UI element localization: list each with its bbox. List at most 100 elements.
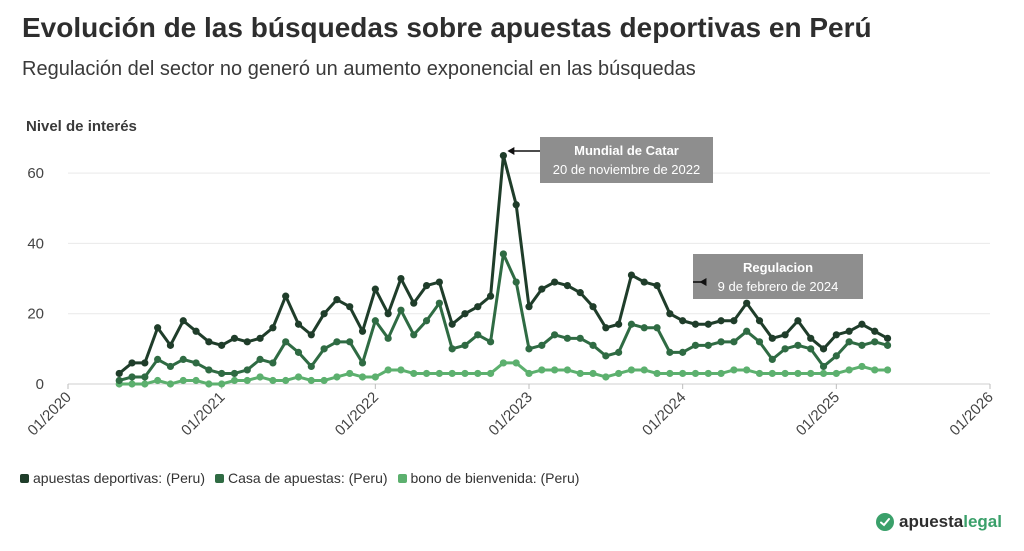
data-point-3: [730, 366, 738, 374]
data-point-2: [819, 362, 828, 371]
data-point-3: [397, 366, 405, 374]
data-point-3: [128, 380, 136, 388]
data-point-1: [563, 282, 572, 290]
data-point-3: [474, 369, 482, 378]
legend-label-3: bono de bienvenida: (Peru): [410, 470, 580, 486]
data-point-2: [551, 331, 559, 339]
data-point-3: [384, 366, 392, 374]
data-point-2: [717, 338, 725, 346]
data-point-1: [166, 341, 175, 349]
data-point-2: [781, 345, 789, 353]
data-point-2: [486, 338, 495, 346]
data-point-2: [154, 355, 162, 363]
data-point-3: [858, 362, 866, 371]
y-tick-label: 60: [27, 165, 44, 182]
data-point-2: [576, 334, 584, 342]
data-point-3: [294, 373, 303, 381]
data-point-1: [551, 278, 559, 286]
data-point-3: [871, 366, 879, 374]
data-point-2: [346, 338, 354, 346]
data-point-1: [602, 324, 610, 332]
x-tick-label: 01/2022: [332, 389, 382, 439]
data-point-3: [704, 369, 712, 378]
data-point-3: [832, 369, 840, 378]
annotation-box-2: [693, 254, 863, 299]
annotation-title-2: Regulacion: [743, 260, 813, 275]
legend: apuestas deportivas: (Peru) Casa de apue…: [20, 470, 579, 486]
data-point-1: [704, 320, 712, 328]
data-point-2: [730, 338, 738, 346]
data-point-2: [256, 355, 264, 363]
data-point-1: [358, 327, 367, 335]
data-point-2: [832, 352, 840, 360]
data-point-1: [307, 331, 315, 339]
data-point-3: [666, 369, 674, 378]
data-point-2: [397, 306, 405, 314]
data-point-1: [128, 359, 136, 367]
data-point-2: [858, 341, 866, 349]
data-point-3: [256, 373, 264, 381]
brand-name-part1: apuesta: [899, 512, 964, 531]
data-point-2: [845, 338, 853, 346]
data-point-1: [794, 317, 802, 325]
data-point-1: [627, 271, 636, 279]
data-point-1: [461, 310, 469, 318]
data-point-3: [179, 376, 187, 385]
data-point-2: [768, 355, 776, 363]
data-point-2: [474, 331, 482, 339]
data-point-3: [269, 376, 277, 385]
x-tick-label: 01/2025: [793, 389, 843, 439]
data-point-1: [154, 324, 162, 332]
data-point-2: [410, 331, 418, 339]
data-point-3: [461, 369, 469, 378]
data-point-2: [563, 334, 572, 342]
data-point-3: [615, 369, 623, 378]
x-tick-label: 01/2021: [178, 389, 228, 439]
data-point-3: [807, 369, 815, 378]
data-point-3: [794, 369, 802, 378]
data-point-2: [615, 348, 623, 356]
data-point-1: [576, 289, 584, 297]
y-tick-label: 40: [27, 235, 44, 252]
data-point-2: [679, 348, 687, 356]
data-point-2: [691, 341, 700, 349]
data-point-3: [448, 369, 456, 378]
data-point-1: [141, 359, 149, 367]
data-point-3: [691, 369, 700, 378]
data-point-3: [192, 376, 200, 385]
brand-name-part2: legal: [963, 512, 1002, 531]
y-tick-label: 20: [27, 306, 44, 323]
data-point-3: [589, 369, 597, 378]
data-point-3: [653, 369, 661, 378]
data-point-1: [589, 303, 597, 311]
data-point-3: [845, 366, 853, 374]
data-point-2: [307, 362, 315, 371]
data-point-2: [666, 348, 674, 356]
data-point-3: [640, 366, 648, 374]
data-point-2: [883, 341, 892, 349]
data-point-1: [615, 320, 623, 328]
data-point-1: [653, 282, 661, 290]
data-point-2: [589, 341, 597, 349]
data-point-3: [333, 373, 341, 381]
data-point-1: [640, 278, 648, 286]
data-point-1: [371, 285, 379, 293]
data-point-3: [768, 369, 776, 378]
data-point-1: [474, 303, 482, 311]
data-point-3: [166, 380, 175, 388]
y-tick-label: 0: [36, 376, 44, 393]
x-tick-label: 01/2023: [485, 389, 535, 439]
legend-item-2: Casa de apuestas: (Peru): [214, 470, 388, 486]
data-point-3: [358, 373, 367, 381]
data-point-2: [653, 324, 661, 332]
data-point-3: [538, 366, 546, 374]
data-point-2: [755, 338, 764, 346]
annotation-box-1: [540, 137, 713, 183]
data-point-3: [512, 359, 520, 367]
x-tick-label: 01/2024: [639, 389, 689, 439]
brand-logo: apuestalegal: [876, 512, 1002, 532]
data-point-3: [743, 366, 751, 374]
legend-label-1: apuestas deportivas: (Peru): [33, 470, 205, 486]
data-point-1: [256, 334, 264, 342]
data-point-3: [371, 373, 379, 381]
